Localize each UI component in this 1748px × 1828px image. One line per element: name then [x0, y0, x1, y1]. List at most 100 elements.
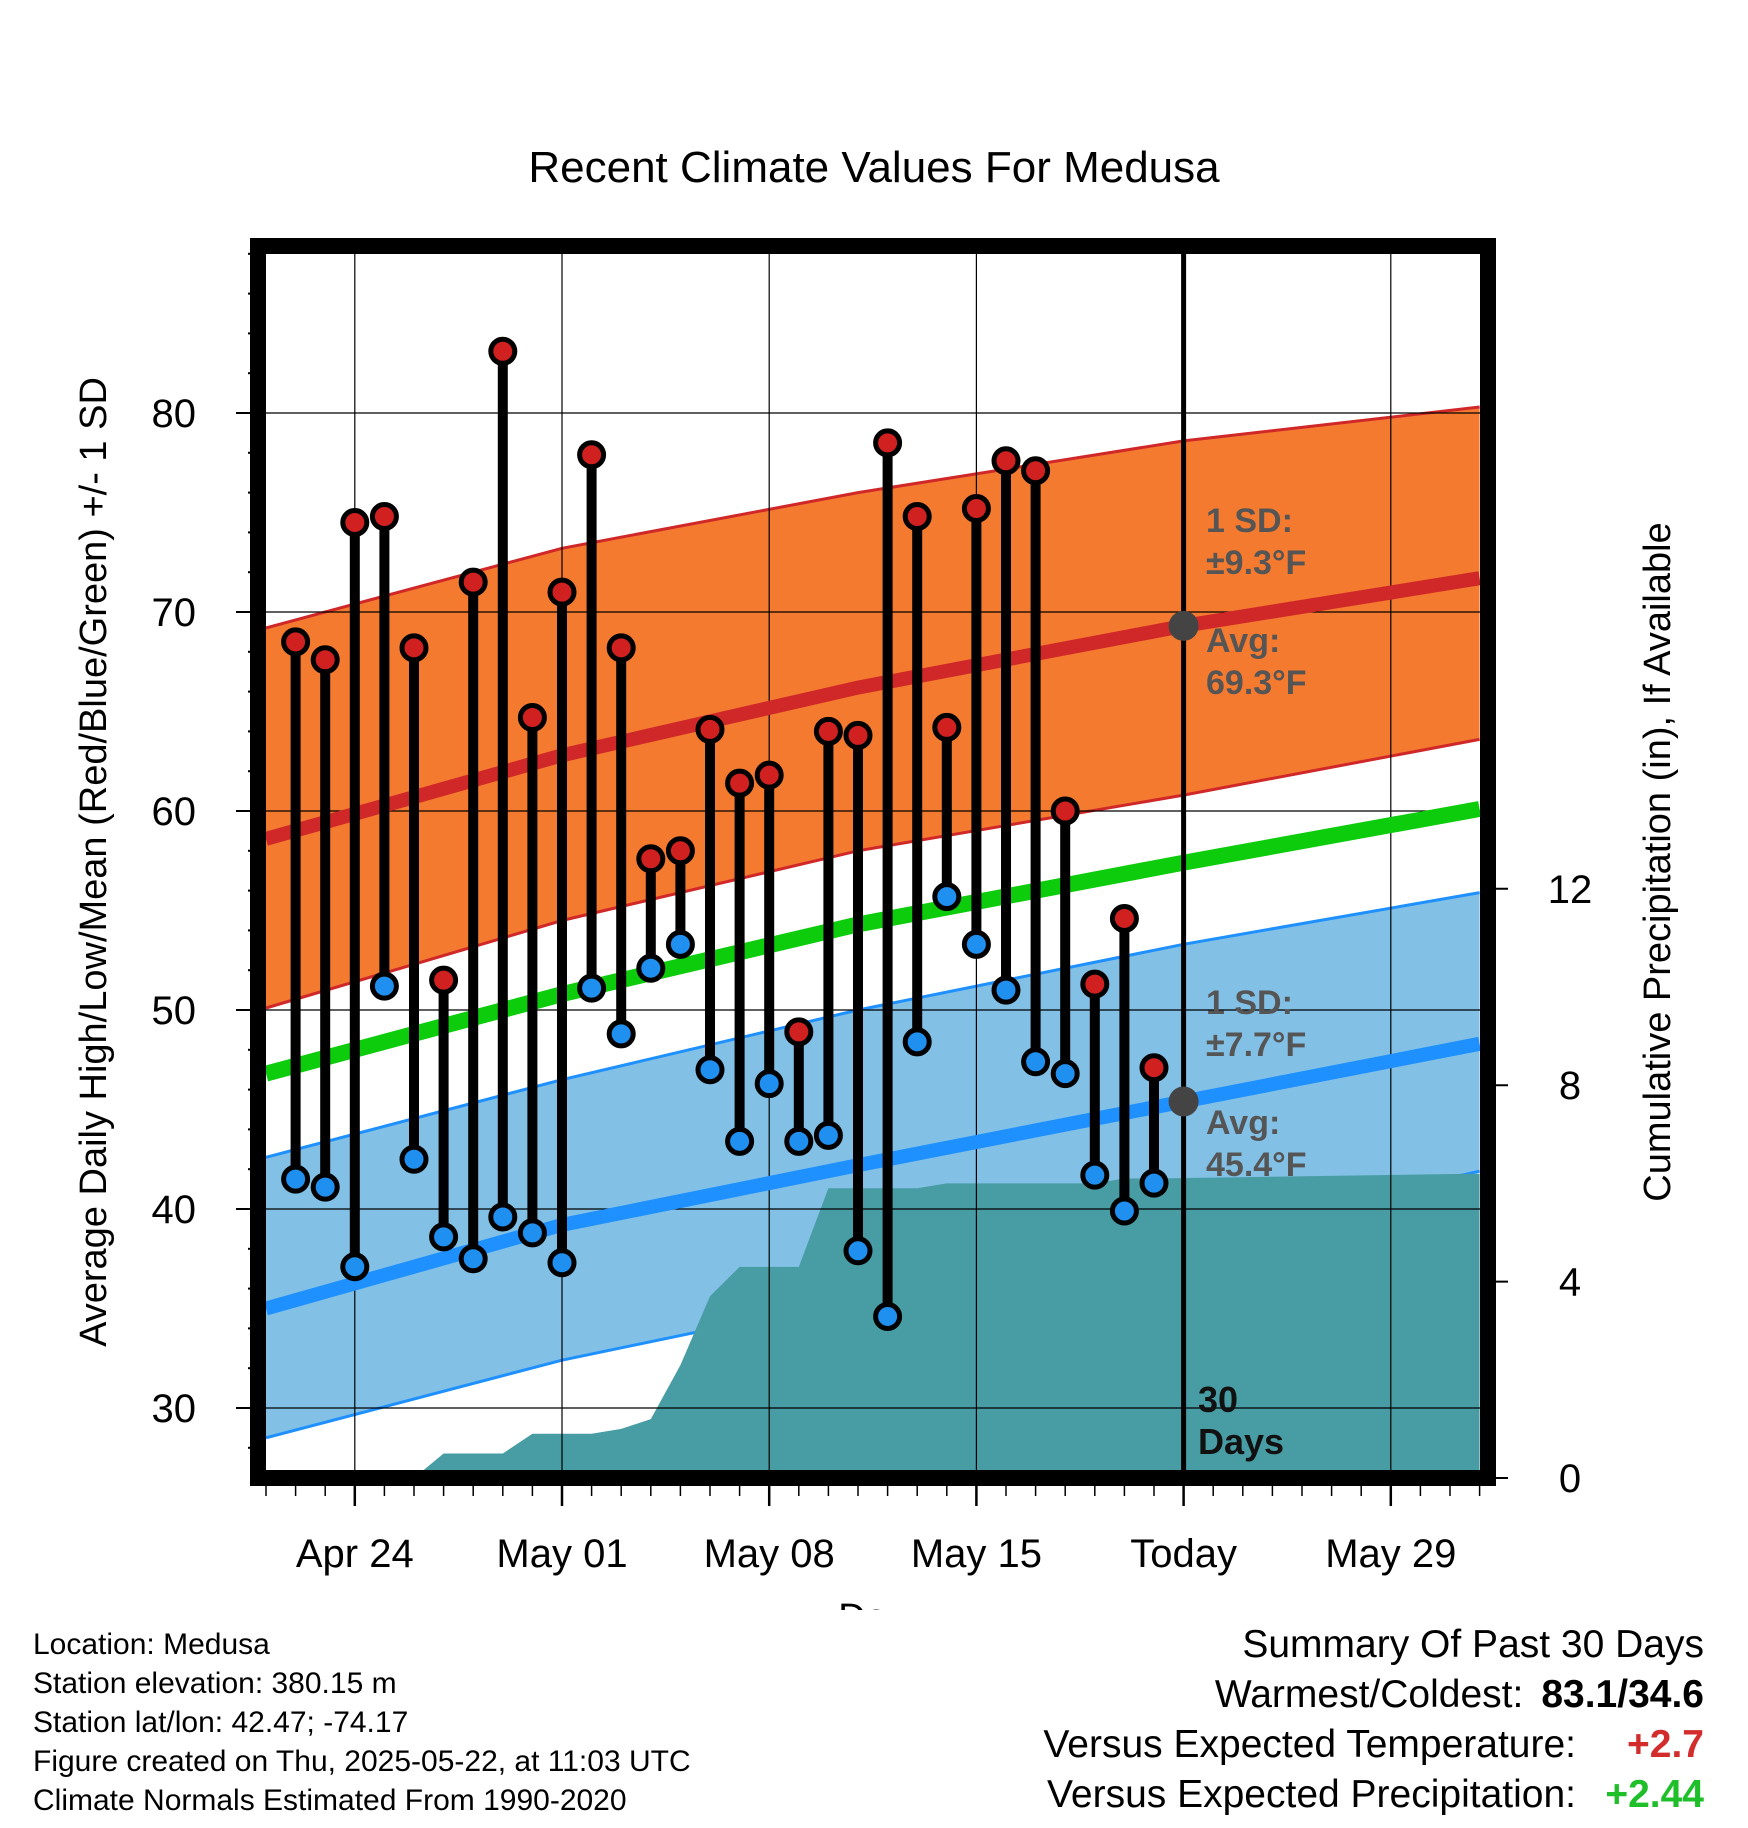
daily-bar-5 — [399, 633, 429, 1174]
daily-high-point — [1080, 969, 1110, 999]
axes: 30 40 50 60 70 80 0 4 8 12 Apr 24 May 01 May 08 May 1… — [152, 252, 1593, 1576]
high-avg-label: Avg: — [1206, 622, 1280, 660]
y-tick-label: 70 — [152, 591, 197, 635]
x-tick-label: Apr 24 — [296, 1532, 414, 1576]
low-avg-label: Avg: — [1206, 1104, 1280, 1142]
x-tick-label: May 08 — [704, 1532, 835, 1576]
low-avg-value: 45.4°F — [1206, 1146, 1307, 1184]
daily-low-point — [310, 1172, 340, 1202]
temp-label: Versus Expected Temperature: — [1043, 1723, 1576, 1766]
created-text: Figure created on Thu, 2025-05-22, at 11… — [33, 1745, 691, 1778]
daily-high-point — [429, 965, 459, 995]
daily-low-point — [725, 1126, 755, 1156]
summary-heading: Summary Of Past 30 Days — [1242, 1623, 1704, 1666]
x-axis-label: Day — [838, 1597, 906, 1610]
daily-bar-25 — [991, 446, 1021, 1005]
daily-low-point — [902, 1027, 932, 1057]
daily-low-point — [636, 953, 666, 983]
today-marker — [1168, 254, 1199, 1470]
daily-low-point — [754, 1069, 784, 1099]
daily-low-point — [1021, 1047, 1051, 1077]
daily-low-point — [488, 1202, 518, 1232]
daily-high-point — [961, 494, 991, 524]
today-high-avg-dot — [1168, 610, 1199, 641]
daily-bar-27 — [1050, 796, 1080, 1089]
daily-high-point — [932, 712, 962, 742]
daily-low-point — [961, 929, 991, 959]
daily-bar-21 — [873, 428, 903, 1331]
daily-high-point — [547, 577, 577, 607]
daily-low-point — [813, 1120, 843, 1150]
summary-temp: Versus Expected Temperature: +2.7 — [1043, 1720, 1704, 1770]
x-tick-label: May 01 — [496, 1532, 627, 1576]
latlon-text: Station lat/lon: 42.47; -74.17 — [33, 1706, 409, 1739]
daily-bar-8 — [488, 336, 518, 1232]
daily-low-point — [1109, 1196, 1139, 1226]
y-tick-label: 40 — [152, 1188, 197, 1232]
daily-high-point — [1139, 1053, 1169, 1083]
daily-high-point — [517, 702, 547, 732]
daily-bar-17 — [754, 760, 784, 1099]
daily-bar-12 — [606, 633, 636, 1049]
warm-cold-label: Warmest/Coldest: — [1214, 1673, 1524, 1716]
daily-bar-24 — [961, 494, 991, 959]
daily-low-point — [458, 1244, 488, 1274]
warm-cold-value: 83.1/34.6 — [1541, 1673, 1704, 1716]
daily-bar-11 — [577, 440, 607, 1003]
daily-high-point — [310, 645, 340, 675]
daily-bar-29 — [1109, 903, 1139, 1226]
daily-bar-23 — [932, 712, 962, 912]
precipitation-area — [266, 1173, 1480, 1470]
daily-low-point — [695, 1055, 725, 1085]
daily-low-point — [606, 1019, 636, 1049]
normals-text: Climate Normals Estimated From 1990-2020 — [33, 1784, 627, 1817]
daily-high-point — [1050, 796, 1080, 826]
y-tick-label: 60 — [152, 790, 197, 834]
today-count-label: 30 — [1198, 1379, 1238, 1420]
daily-low-point — [991, 975, 1021, 1005]
daily-low-point — [429, 1222, 459, 1252]
daily-high-point — [725, 768, 755, 798]
daily-high-point — [665, 836, 695, 866]
precip-fill — [266, 1173, 1480, 1470]
summary-precip: Versus Expected Precipitation: +2.44 — [1043, 1770, 1704, 1820]
daily-bar-6 — [429, 965, 459, 1252]
today-low-avg-dot — [1168, 1086, 1199, 1117]
y2-tick-label: 12 — [1548, 868, 1593, 912]
daily-bar-22 — [902, 501, 932, 1057]
plot-frame — [250, 238, 1496, 1486]
daily-low-point — [1139, 1168, 1169, 1198]
daily-high-point — [606, 633, 636, 663]
daily-high-point — [784, 1017, 814, 1047]
daily-low-point — [1080, 1160, 1110, 1190]
daily-bar-28 — [1080, 969, 1110, 1190]
daily-bar-3 — [340, 507, 370, 1282]
daily-bar-10 — [547, 577, 577, 1278]
today-days-label: Days — [1198, 1421, 1284, 1462]
daily-high-point — [458, 567, 488, 597]
daily-low-point — [843, 1236, 873, 1266]
daily-bar-18 — [784, 1017, 814, 1156]
daily-low-point — [517, 1218, 547, 1248]
low-sd-label: 1 SD: — [1206, 984, 1293, 1022]
daily-high-point — [399, 633, 429, 663]
daily-low-point — [369, 971, 399, 1001]
daily-bar-4 — [369, 501, 399, 1001]
low-sd-value: ±7.7°F — [1206, 1026, 1306, 1064]
summary-warm-cold: Warmest/Coldest: 83.1/34.6 — [1043, 1670, 1704, 1720]
y-axis-label: Average Daily High/Low/Mean (Red/Blue/Gr… — [73, 377, 115, 1347]
daily-high-point — [577, 440, 607, 470]
daily-bar-30 — [1139, 1053, 1169, 1198]
daily-high-point — [636, 844, 666, 874]
y2-tick-label: 8 — [1559, 1064, 1581, 1108]
summary-panel: Summary Of Past 30 Days Warmest/Coldest:… — [1043, 1620, 1704, 1820]
daily-low-point — [281, 1164, 311, 1194]
elevation-text: Station elevation: 380.15 m — [33, 1667, 397, 1700]
daily-low-point — [932, 882, 962, 912]
daily-high-point — [991, 446, 1021, 476]
x-tick-label: Today — [1130, 1532, 1237, 1576]
y-tick-label: 80 — [152, 392, 197, 436]
high-sd-label: 1 SD: — [1206, 502, 1293, 540]
high-sd-band-fill — [266, 407, 1480, 1008]
y2-tick-label: 4 — [1559, 1261, 1581, 1305]
